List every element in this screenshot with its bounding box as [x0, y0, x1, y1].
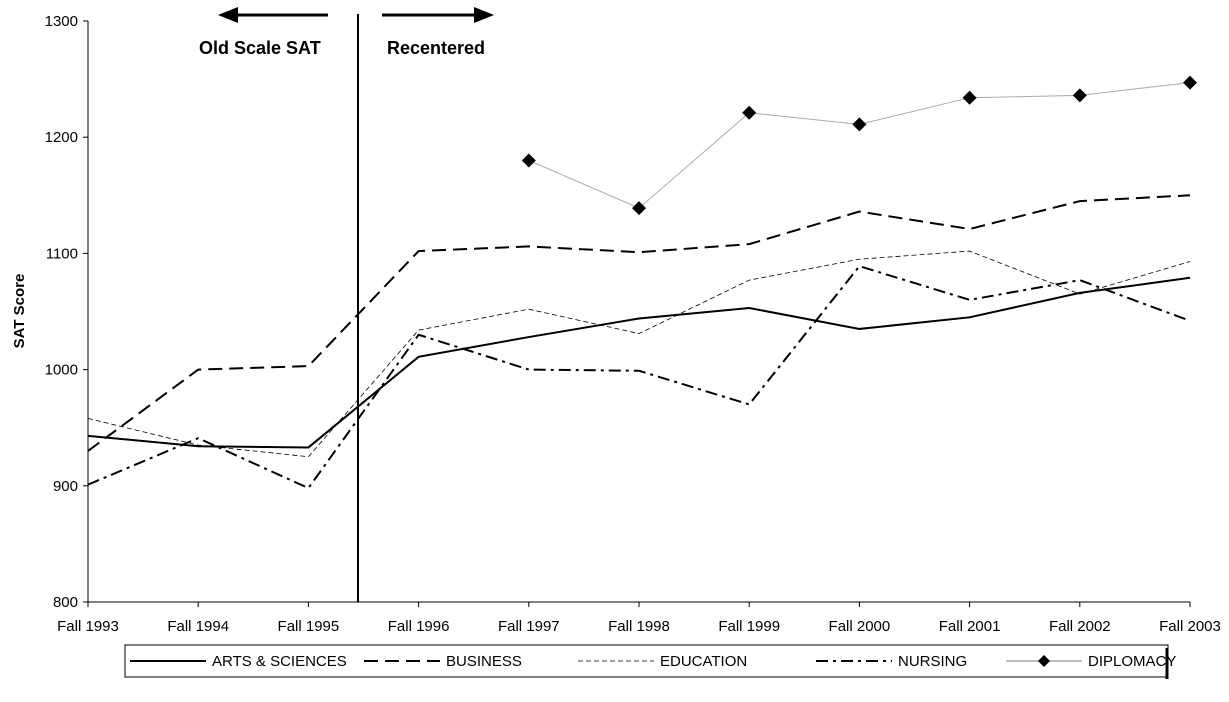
- y-ticks: 800 900 1000 1100 1200 1300: [45, 13, 88, 611]
- x-tick-label: Fall 2001: [939, 618, 1001, 635]
- legend-items: ARTS & SCIENCES BUSINESS EDUCATION NURSING D…: [130, 653, 1176, 670]
- x-tick-label: Fall 1994: [167, 618, 229, 635]
- x-ticks: Fall 1993 Fall 1994 Fall 1995 Fall 1996 Fall…: [57, 602, 1221, 635]
- legend-label-arts-sciences: ARTS & SCIENCES: [212, 653, 347, 670]
- y-tick-label: 1100: [46, 245, 78, 262]
- y-axis-label: SAT Score: [11, 274, 28, 349]
- data-point-diplomacy: [742, 105, 757, 120]
- series-line-business: [87, 194, 1191, 452]
- data-point-diplomacy: [521, 153, 536, 168]
- series-line-diplomacy: [528, 82, 1191, 209]
- y-tick-label: 800: [53, 594, 78, 611]
- left-arrow-icon: [218, 7, 238, 23]
- x-tick-label: Fall 1998: [608, 618, 670, 635]
- data-point-diplomacy: [632, 201, 646, 216]
- x-tick-label: Fall 1997: [498, 618, 560, 635]
- legend-label-nursing: NURSING: [898, 653, 967, 670]
- legend-label-education: EDUCATION: [660, 653, 747, 670]
- x-tick-label: Fall 1996: [388, 618, 450, 635]
- series-line-education: [87, 250, 1191, 458]
- y-tick-label: 900: [53, 478, 78, 495]
- recentered-label: Recentered: [387, 38, 485, 58]
- data-point-diplomacy: [1183, 75, 1197, 90]
- scale-divider: Old Scale SAT Recentered: [199, 7, 494, 602]
- x-tick-label: Fall 1993: [57, 618, 119, 635]
- series-line-arts-sciences: [87, 276, 1191, 449]
- x-tick-label: Fall 1999: [718, 618, 780, 635]
- series-line-nursing: [87, 265, 1191, 490]
- data-point-diplomacy: [1072, 88, 1087, 103]
- legend: ARTS & SCIENCES BUSINESS EDUCATION NURSING D…: [124, 644, 1176, 679]
- data-point-diplomacy: [852, 117, 867, 132]
- y-tick-label: 1000: [45, 362, 78, 379]
- x-tick-label: Fall 2003: [1159, 618, 1221, 635]
- old-scale-label: Old Scale SAT: [199, 38, 321, 58]
- axes: [87, 21, 1190, 603]
- data-point-diplomacy: [962, 90, 977, 105]
- series-lines: [87, 75, 1197, 490]
- y-tick-label: 1200: [45, 129, 78, 146]
- x-tick-label: Fall 2002: [1049, 618, 1111, 635]
- legend-label-business: BUSINESS: [446, 653, 522, 670]
- legend-label-diplomacy: DIPLOMACY: [1088, 653, 1176, 670]
- right-arrow-icon: [474, 7, 494, 23]
- x-tick-label: Fall 1995: [278, 618, 340, 635]
- x-tick-label: Fall 2000: [829, 618, 891, 635]
- legend-marker-icon: [1038, 655, 1050, 667]
- y-tick-label: 1300: [45, 13, 78, 30]
